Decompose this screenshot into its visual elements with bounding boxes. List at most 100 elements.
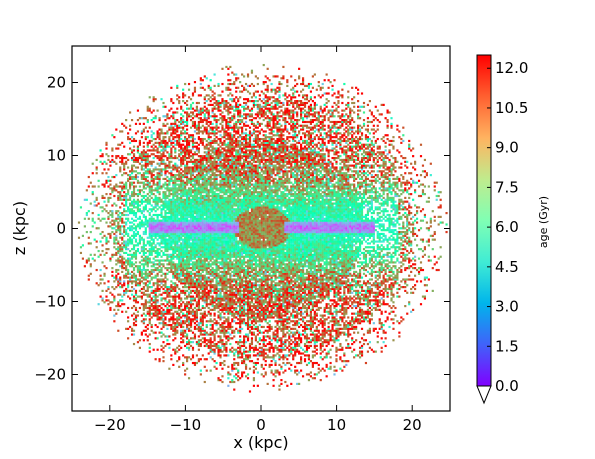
heatmap-cell bbox=[258, 316, 261, 319]
heatmap-cell bbox=[284, 363, 287, 367]
heatmap-cell bbox=[254, 257, 257, 260]
heatmap-cell bbox=[303, 261, 307, 264]
heatmap-cell bbox=[406, 312, 409, 315]
heatmap-cell bbox=[246, 335, 250, 338]
heatmap-cell bbox=[209, 327, 212, 330]
heatmap-cell bbox=[215, 270, 218, 274]
heatmap-cell bbox=[260, 354, 263, 357]
heatmap-cell bbox=[317, 270, 320, 274]
heatmap-cell bbox=[296, 320, 299, 323]
heatmap-cell bbox=[374, 276, 377, 279]
heatmap-cell bbox=[246, 259, 250, 262]
heatmap-cell bbox=[274, 263, 277, 266]
heatmap-cell bbox=[325, 341, 328, 344]
heatmap-cell bbox=[360, 314, 364, 317]
heatmap-cell bbox=[187, 284, 191, 287]
heatmap-cell bbox=[309, 316, 313, 319]
heatmap-cell bbox=[294, 255, 297, 258]
heatmap-cell bbox=[294, 331, 297, 334]
heatmap-cell bbox=[270, 369, 273, 372]
heatmap-cell bbox=[343, 276, 346, 279]
heatmap-cell bbox=[272, 305, 275, 308]
heatmap-cell bbox=[231, 337, 234, 340]
heatmap-cell bbox=[123, 284, 126, 287]
heatmap-cell bbox=[221, 331, 224, 334]
heatmap-cell bbox=[241, 327, 244, 330]
heatmap-cell bbox=[301, 270, 305, 274]
heatmap-cell bbox=[180, 289, 183, 292]
heatmap-cell bbox=[223, 251, 226, 255]
heatmap-cell bbox=[355, 301, 358, 304]
heatmap-cell bbox=[187, 274, 191, 277]
heatmap-cell bbox=[353, 263, 356, 266]
heatmap-cell bbox=[244, 375, 248, 378]
heatmap-cell bbox=[292, 341, 295, 344]
heatmap-cell bbox=[231, 310, 234, 313]
heatmap-cell bbox=[296, 303, 299, 306]
heatmap-cell bbox=[292, 323, 295, 327]
heatmap-cell bbox=[280, 280, 283, 283]
heatmap-cell bbox=[384, 253, 387, 256]
heatmap-cell bbox=[193, 297, 197, 300]
heatmap-cell bbox=[246, 284, 250, 287]
heatmap-cell bbox=[345, 268, 348, 272]
heatmap-cell bbox=[103, 272, 106, 275]
heatmap-cell bbox=[357, 320, 360, 323]
heatmap-cell bbox=[213, 329, 216, 332]
heatmap-cell bbox=[231, 255, 234, 258]
heatmap-cell bbox=[229, 295, 232, 298]
heatmap-cell bbox=[368, 261, 371, 264]
heatmap-cell bbox=[187, 310, 191, 313]
heatmap-cell bbox=[345, 327, 348, 330]
heatmap-cell bbox=[134, 284, 138, 287]
heatmap-cell bbox=[294, 272, 297, 275]
heatmap-cell bbox=[278, 312, 281, 315]
heatmap-cell bbox=[262, 354, 265, 357]
heatmap-cell bbox=[345, 282, 348, 285]
heatmap-cell bbox=[176, 331, 179, 334]
heatmap-cell bbox=[213, 333, 216, 336]
heatmap-cell bbox=[140, 303, 143, 306]
heatmap-cell bbox=[282, 284, 285, 287]
heatmap-cell bbox=[351, 327, 354, 330]
heatmap-cell bbox=[250, 310, 254, 313]
heatmap-cell bbox=[278, 287, 281, 291]
heatmap-cell bbox=[298, 261, 301, 264]
heatmap-cell bbox=[313, 253, 316, 256]
heatmap-cell bbox=[319, 270, 322, 274]
heatmap-cell bbox=[300, 282, 303, 285]
heatmap-cell bbox=[254, 259, 257, 262]
heatmap-cell bbox=[187, 318, 191, 321]
heatmap-cell bbox=[229, 274, 232, 277]
heatmap-cell bbox=[107, 303, 110, 306]
heatmap-cell bbox=[284, 314, 287, 317]
heatmap-cell bbox=[170, 268, 173, 272]
heatmap-cell bbox=[329, 253, 332, 256]
heatmap-cell bbox=[209, 331, 212, 334]
heatmap-cell bbox=[211, 278, 214, 281]
heatmap-cell bbox=[258, 259, 261, 262]
heatmap-cell bbox=[123, 261, 126, 264]
heatmap-cell bbox=[201, 259, 204, 262]
heatmap-cell bbox=[262, 301, 265, 304]
heatmap-cell bbox=[250, 360, 254, 363]
heatmap-cell bbox=[229, 255, 232, 258]
heatmap-cell bbox=[272, 310, 275, 313]
heatmap-cell bbox=[233, 358, 236, 361]
heatmap-cell bbox=[357, 274, 360, 277]
heatmap-cell bbox=[174, 265, 177, 268]
heatmap-cell bbox=[170, 263, 173, 266]
heatmap-cell bbox=[154, 337, 157, 340]
heatmap-cell bbox=[360, 297, 364, 300]
heatmap-cell bbox=[303, 344, 307, 348]
heatmap-cell bbox=[215, 306, 218, 310]
heatmap-cell bbox=[233, 267, 236, 270]
heatmap-cell bbox=[339, 263, 342, 266]
heatmap-cell bbox=[398, 253, 401, 256]
heatmap-cell bbox=[317, 299, 320, 302]
heatmap-cell bbox=[343, 303, 346, 306]
heatmap-cell bbox=[85, 259, 88, 262]
heatmap-cell bbox=[341, 282, 344, 285]
heatmap-cell bbox=[327, 329, 330, 332]
heatmap-cell bbox=[347, 289, 350, 292]
